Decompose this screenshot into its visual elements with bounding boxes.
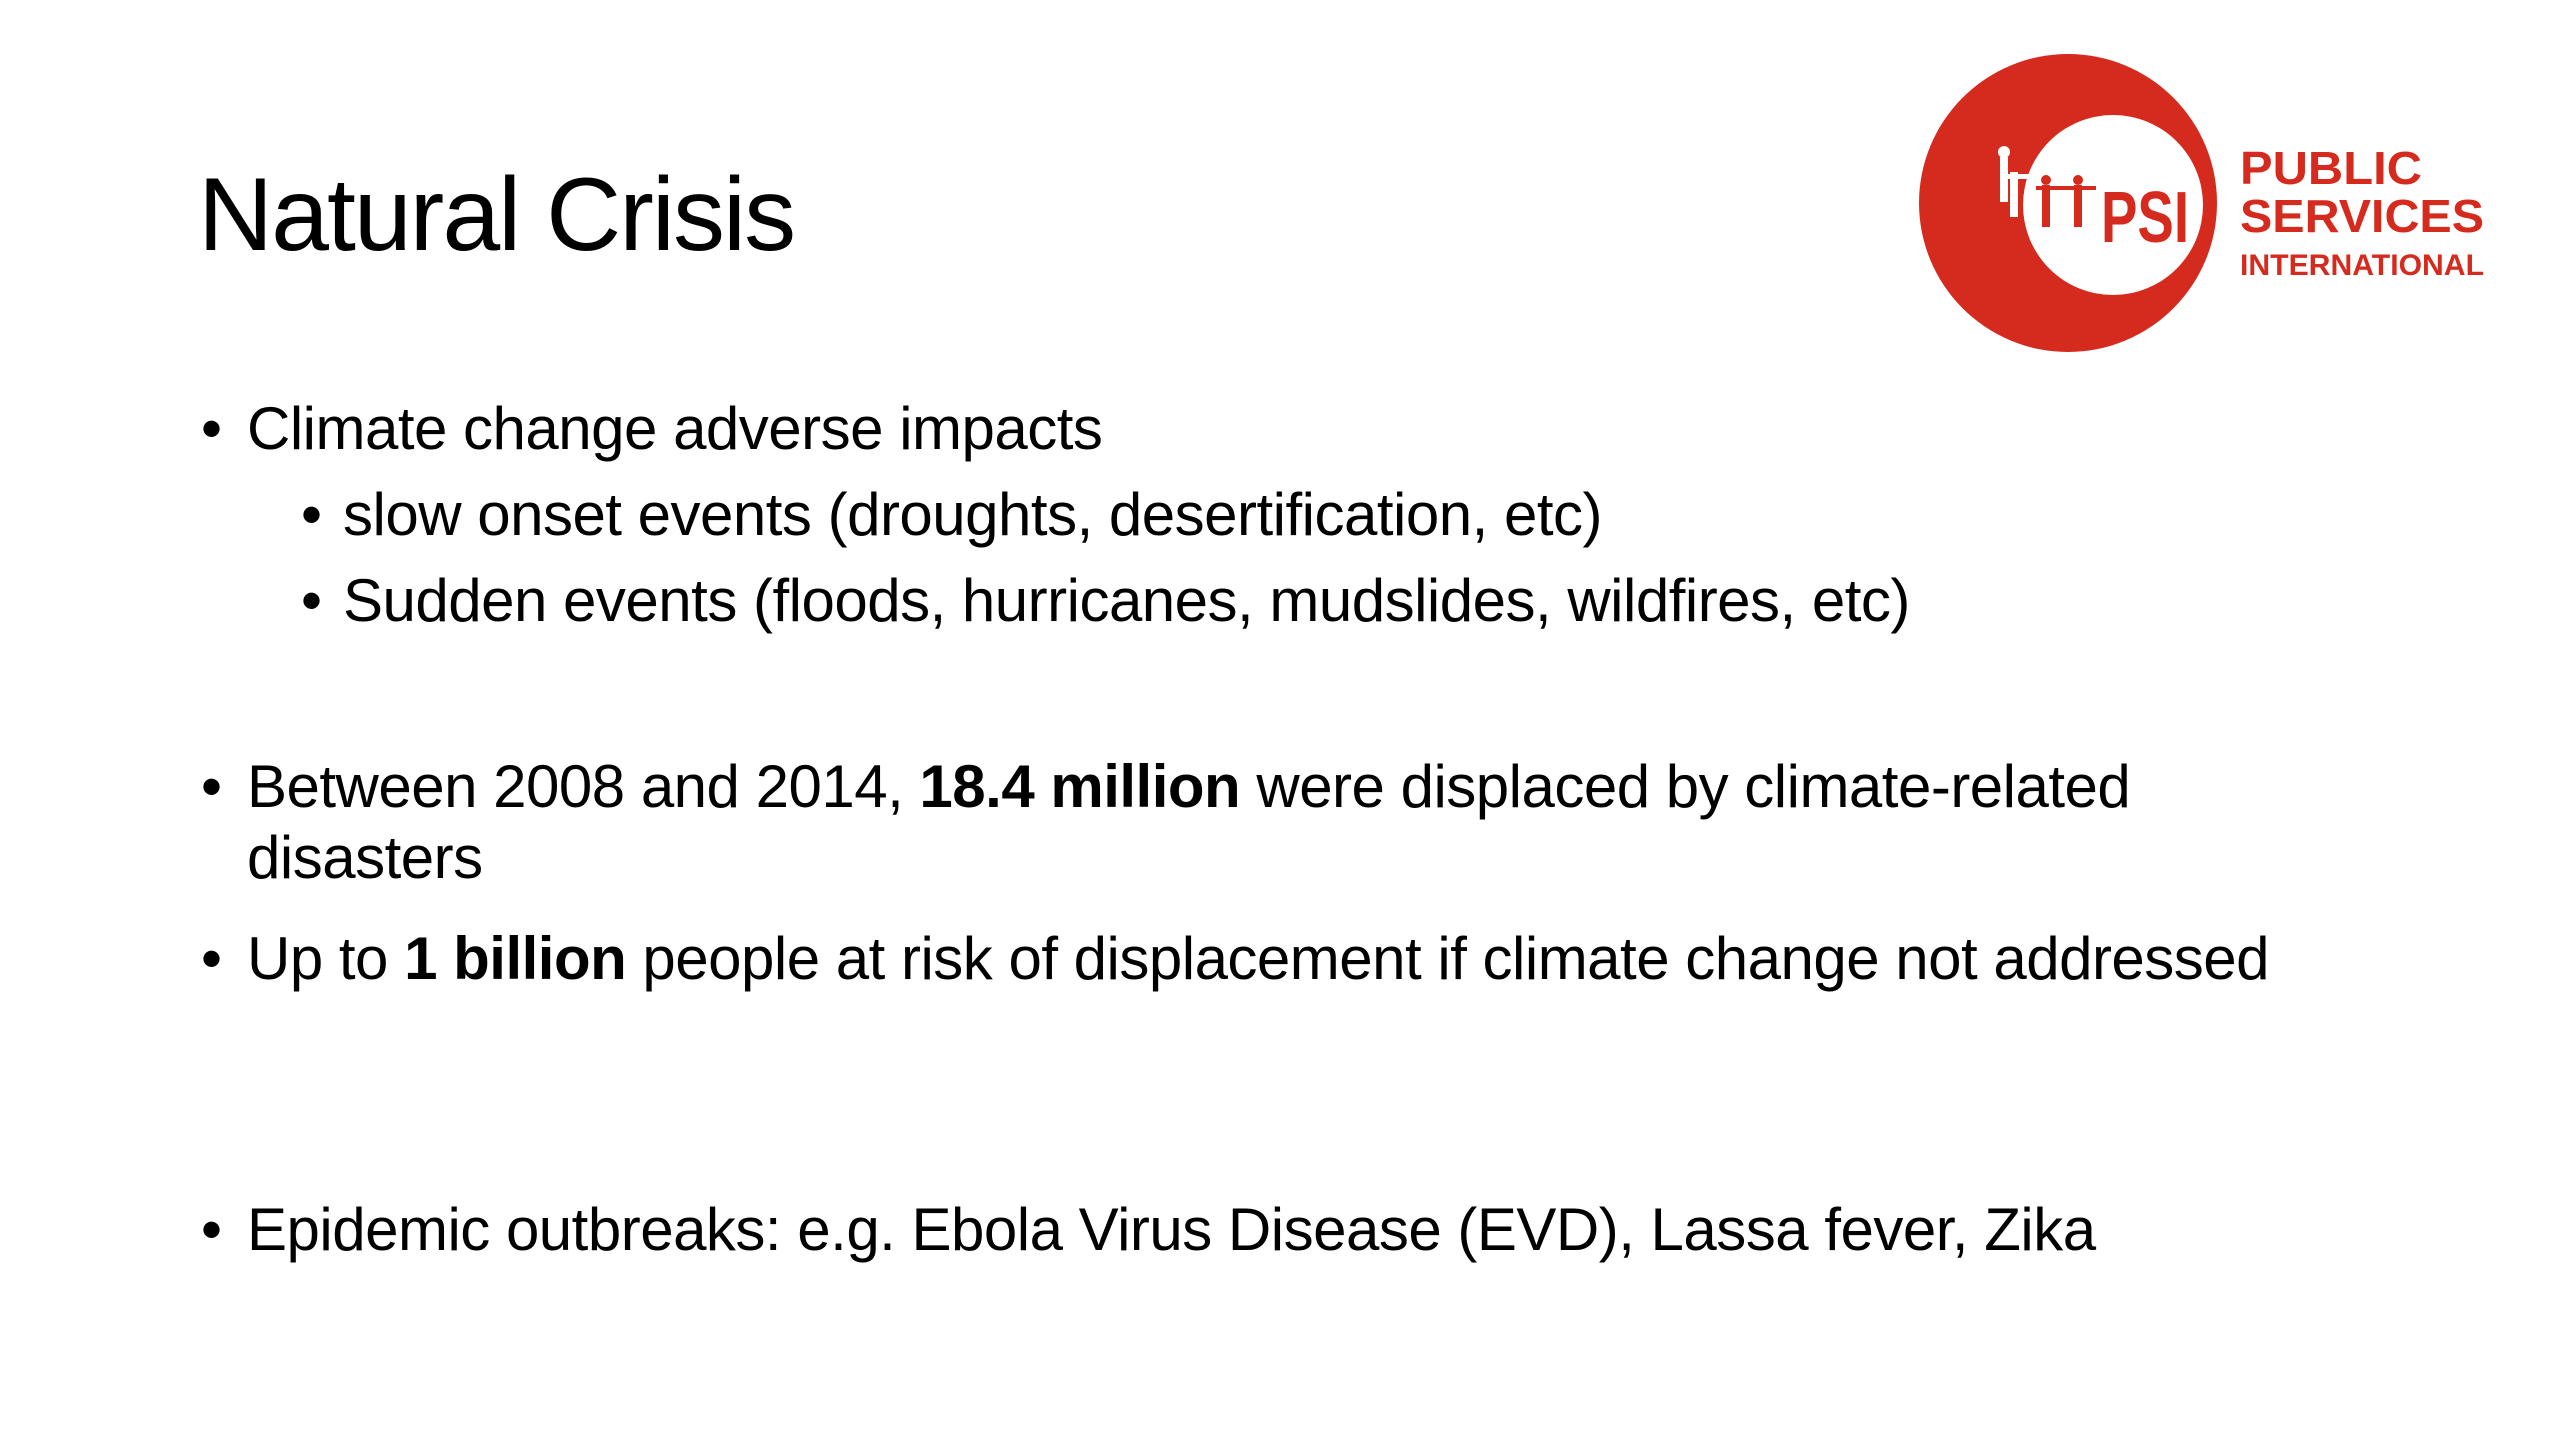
sub-bullet-slow-onset: • slow onset events (droughts, desertifi… bbox=[301, 479, 2443, 550]
bullet-text-pre: Up to bbox=[247, 925, 405, 992]
bullet-text: Climate change adverse impacts bbox=[247, 395, 1103, 462]
bullet-icon: • bbox=[201, 925, 222, 992]
bullet-epidemic: • Epidemic outbreaks: e.g. Ebola Virus D… bbox=[201, 1194, 2347, 1265]
bullet-text-bold: 18.4 million bbox=[919, 753, 1241, 820]
bullet-icon: • bbox=[301, 481, 322, 548]
bullet-text-post: people at risk of displacement if climat… bbox=[626, 925, 2270, 992]
bullet-text-post: were displaced by climate-related disast… bbox=[247, 753, 2131, 891]
bullet-displaced: • Between 2008 and 2014, 18.4 million we… bbox=[201, 751, 2247, 893]
bullet-text-bold: 1 billion bbox=[404, 925, 627, 992]
logo-inner-circle bbox=[2023, 115, 2203, 295]
bullet-at-risk: • Up to 1 billion people at risk of disp… bbox=[201, 923, 2297, 994]
logo-line1: PUBLIC bbox=[2240, 142, 2422, 194]
bullet-climate-change: • Climate change adverse impacts bbox=[201, 393, 2347, 464]
sub-bullet-sudden-events: • Sudden events (floods, hurricanes, mud… bbox=[301, 565, 2443, 636]
bullet-icon: • bbox=[201, 1196, 222, 1263]
logo-line2: SERVICES bbox=[2240, 190, 2484, 242]
psi-logo: PSI PUBLIC SERVICES INTERNATIONAL bbox=[1919, 54, 2484, 352]
bullet-icon: • bbox=[201, 395, 222, 462]
bullet-icon: • bbox=[201, 753, 222, 820]
bullet-text: slow onset events (droughts, desertifica… bbox=[343, 481, 1602, 548]
people-silhouettes-icon bbox=[2036, 175, 2096, 227]
slide-title: Natural Crisis bbox=[198, 157, 796, 273]
people-icon bbox=[1998, 146, 2114, 217]
bullet-text: Sudden events (floods, hurricanes, mudsl… bbox=[343, 567, 1910, 634]
logo-mark: PSI bbox=[2101, 178, 2189, 258]
bullet-text: Epidemic outbreaks: e.g. Ebola Virus Dis… bbox=[247, 1196, 2096, 1263]
logo-line3: INTERNATIONAL bbox=[2240, 249, 2484, 282]
bullet-icon: • bbox=[301, 567, 322, 634]
bullet-text-pre: Between 2008 and 2014, bbox=[247, 753, 920, 820]
